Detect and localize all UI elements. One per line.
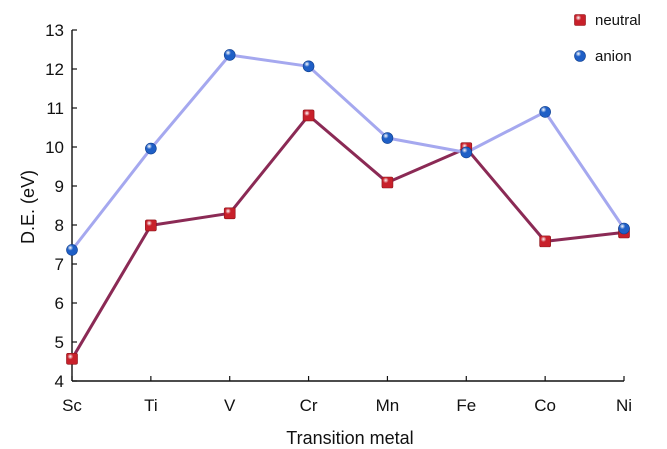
data-point-anion	[302, 60, 315, 73]
data-point-anion	[66, 244, 78, 256]
y-tick-label: 13	[45, 21, 64, 40]
x-tick-label: Mn	[376, 396, 400, 415]
series-line-anion	[70, 53, 626, 251]
x-axis-title: Transition metal	[286, 428, 413, 448]
y-tick-label: 10	[45, 138, 64, 157]
y-tick-label: 8	[55, 216, 64, 235]
legend-marker-anion	[574, 50, 586, 62]
legend-label-anion: anion	[595, 48, 632, 65]
data-point-neutral	[302, 109, 315, 122]
y-axis-title: D.E. (eV)	[18, 170, 38, 244]
y-tick-label: 6	[55, 294, 64, 313]
y-tick-label: 9	[55, 177, 64, 196]
x-tick-label: Co	[534, 396, 556, 415]
y-tick-label: 11	[46, 99, 64, 118]
data-point-anion	[223, 49, 236, 61]
legend: neutral anion	[574, 12, 641, 65]
x-tick-label: V	[224, 396, 236, 415]
data-point-neutral	[381, 176, 394, 189]
data-point-anion	[381, 132, 394, 144]
y-tick-label: 4	[55, 372, 64, 391]
legend-marker-neutral	[574, 14, 586, 26]
x-tick-label: Sc	[62, 396, 82, 415]
data-point-neutral	[66, 352, 78, 365]
data-point-neutral	[539, 235, 551, 248]
data-point-neutral	[145, 219, 157, 232]
series-line-neutral	[70, 113, 625, 360]
data-point-anion	[618, 222, 630, 235]
x-tick-label: Fe	[456, 396, 476, 415]
x-tick-label: Cr	[300, 396, 318, 415]
axes: 4 5 6 7 8 9 10 11 12 13 Sc Ti V Cr Mn Fe Co Ni	[45, 21, 632, 415]
y-tick-label: 7	[55, 255, 64, 274]
legend-label-neutral: neutral	[595, 12, 641, 29]
y-tick-label: 12	[45, 60, 64, 79]
x-tick-label: Ti	[144, 396, 158, 415]
data-point-anion	[460, 146, 473, 159]
series-markers	[66, 49, 630, 365]
series-lines	[70, 53, 626, 360]
data-point-neutral	[223, 207, 236, 220]
data-point-anion	[145, 142, 157, 155]
data-point-anion	[539, 106, 551, 118]
x-tick-label: Ni	[616, 396, 632, 415]
y-tick-label: 5	[55, 333, 64, 352]
